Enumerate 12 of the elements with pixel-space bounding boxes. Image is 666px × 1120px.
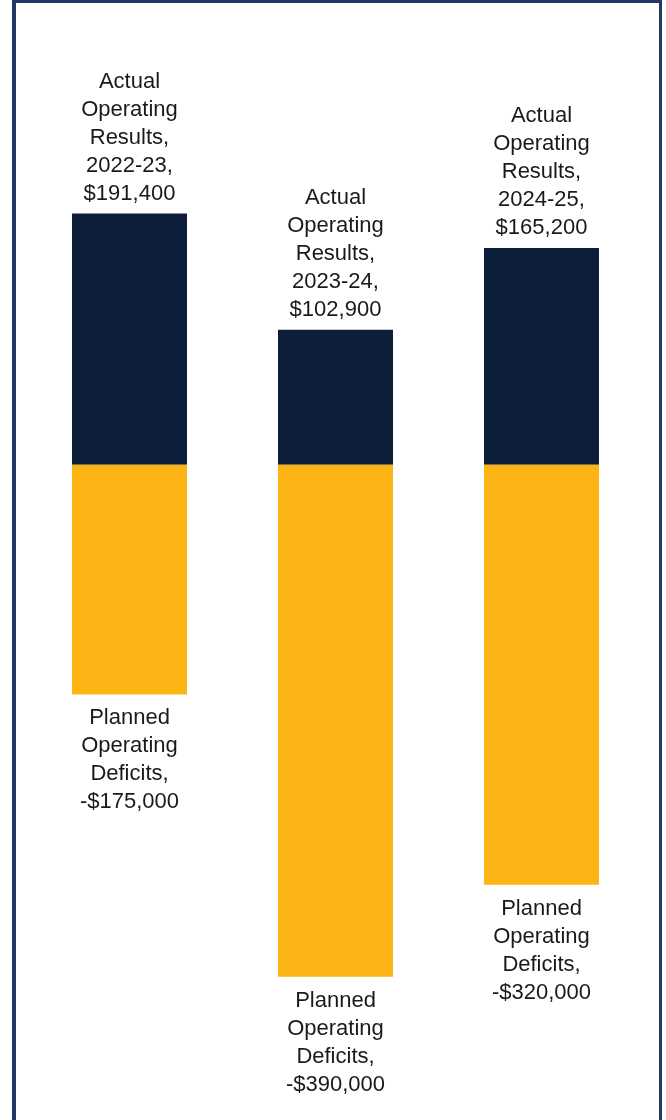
bar bbox=[72, 464, 187, 695]
data-label: Actual Operating Results, 2023-24, $102,900 bbox=[287, 183, 384, 321]
bar bbox=[484, 247, 599, 465]
bar bbox=[278, 329, 393, 465]
data-label: Planned Operating Deficits, -$320,000 bbox=[491, 894, 592, 1004]
bar bbox=[72, 213, 187, 465]
data-label: Actual Operating Results, 2024-25, $165,200 bbox=[493, 101, 590, 239]
bar bbox=[278, 464, 393, 977]
bar bbox=[484, 464, 599, 885]
data-label: Planned Operating Deficits, -$175,000 bbox=[79, 704, 180, 814]
data-label: Actual Operating Results, 2022-23, $191,400 bbox=[81, 67, 178, 205]
data-label: Planned Operating Deficits, -$390,000 bbox=[285, 986, 386, 1096]
